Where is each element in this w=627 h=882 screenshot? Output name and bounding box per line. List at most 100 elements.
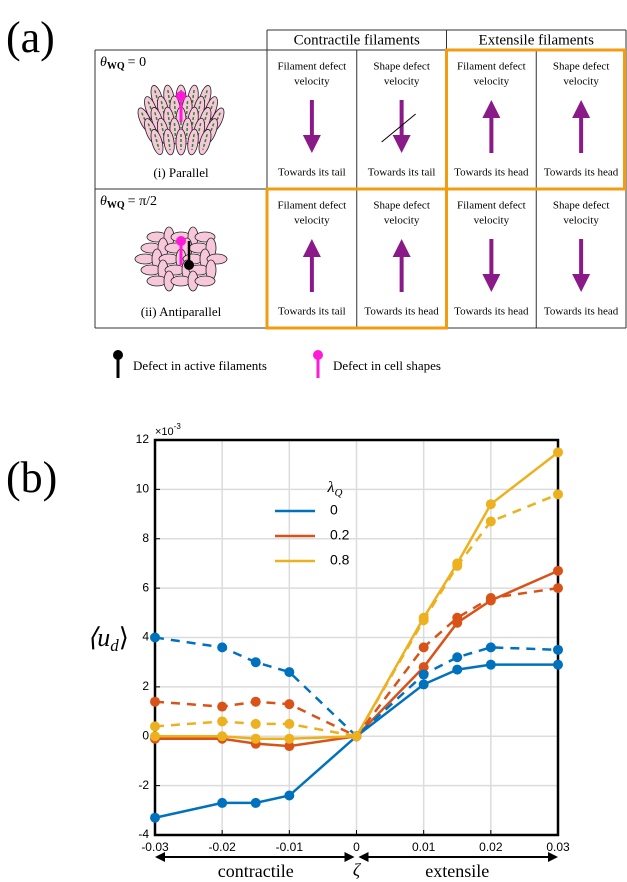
data-point (150, 697, 160, 707)
angle-label: θWQ= 0 (100, 55, 146, 72)
x-tick-label: -0.01 (276, 840, 304, 854)
velocity-arrow-head (482, 100, 500, 118)
data-point (217, 798, 227, 808)
legend-label: 0 (330, 502, 338, 518)
y-tick-label: 6 (142, 580, 149, 594)
velocity-arrow-head (572, 100, 590, 118)
legend-title-main: λ (327, 479, 335, 496)
x-tick-label: 0.03 (546, 840, 570, 854)
cell-title: Shape defect (373, 200, 430, 212)
row-caption: (ii) Antiparallel (141, 304, 222, 319)
data-point (251, 798, 261, 808)
panel-label: (a) (6, 13, 55, 62)
cell-title: Filament defect (457, 61, 526, 73)
column-header: Extensile filaments (479, 32, 595, 48)
y-tick-label: 4 (142, 630, 149, 644)
data-point (452, 561, 462, 571)
data-point (553, 447, 563, 457)
table: Contractile filaments Extensile filaments… (95, 30, 626, 378)
cell-note: Towards its tail (368, 167, 436, 179)
velocity-arrow-head (393, 135, 411, 153)
y-exponent: ×10-3 (155, 422, 181, 438)
y-label-main: ⟨u (87, 623, 110, 652)
legend-label: 0.8 (330, 552, 350, 568)
angle-subscript: WQ (107, 200, 125, 211)
data-point (553, 583, 563, 593)
cell-title: Filament defect (278, 200, 347, 212)
data-point (452, 652, 462, 662)
cell-title: Shape defect (553, 61, 610, 73)
legend-title: λQ (327, 479, 343, 499)
velocity-arrow-head (572, 274, 590, 292)
angle-subscript: WQ (107, 61, 125, 72)
x-tick-label: 0.01 (412, 840, 436, 854)
data-point (284, 719, 294, 729)
y-axis-label: ⟨ud⟩ (87, 623, 129, 655)
page: { "panel_a": { "label": "(a)", "header":… (0, 0, 627, 882)
y-exponent-base: ×10 (155, 426, 174, 438)
legend-label: Defect in active filaments (133, 358, 267, 373)
cell-title: velocity (294, 215, 330, 227)
data-point (486, 499, 496, 509)
data-point (217, 731, 227, 741)
x-tick-label: -0.03 (141, 840, 169, 854)
column-header: Contractile filaments (294, 32, 420, 48)
data-point (419, 642, 429, 652)
legend-label: 0.2 (330, 527, 350, 543)
y-tick-label: -2 (138, 778, 149, 792)
data-point (284, 734, 294, 744)
data-point (217, 716, 227, 726)
cell-note: Towards its tail (278, 167, 346, 179)
data-point (251, 657, 261, 667)
data-point (251, 697, 261, 707)
cell-title: velocity (384, 215, 420, 227)
y-tick-label: -4 (138, 827, 149, 841)
data-point (553, 645, 563, 655)
cell-note: Towards its head (544, 306, 619, 318)
y-tick-label: 8 (142, 531, 149, 545)
data-point (553, 489, 563, 499)
data-point (150, 721, 160, 731)
legend-pin (113, 350, 123, 360)
x-tick-label: 0 (353, 840, 360, 854)
cell-cartoon (135, 84, 227, 156)
cell-title: velocity (294, 76, 330, 88)
y-label-close: ⟩ (119, 623, 129, 652)
data-point (553, 566, 563, 576)
data-point (419, 679, 429, 689)
data-point (251, 719, 261, 729)
cell-note: Towards its head (544, 167, 619, 179)
data-point (419, 615, 429, 625)
data-point (251, 734, 261, 744)
cell-note: Towards its head (454, 167, 529, 179)
velocity-arrow-head (393, 239, 411, 257)
angle-value: = 0 (128, 55, 146, 70)
data-point (486, 642, 496, 652)
axis-note: extensile (425, 861, 489, 881)
legend-label: Defect in cell shapes (333, 358, 441, 373)
data-point (284, 699, 294, 709)
data-point (217, 642, 227, 652)
data-point (352, 731, 362, 741)
cell-title: Shape defect (553, 200, 610, 212)
angle-label: θWQ= π/2 (100, 194, 157, 211)
data-point (486, 593, 496, 603)
cell-title: velocity (384, 76, 420, 88)
data-point (284, 791, 294, 801)
y-tick-label: 2 (142, 679, 149, 693)
cell-title: velocity (474, 215, 510, 227)
legend-title-sub: Q (334, 487, 342, 499)
shape-defect (176, 236, 186, 246)
cell-title: velocity (474, 76, 510, 88)
x-tick-label: 0.02 (479, 840, 503, 854)
panel-label: (b) (6, 453, 57, 502)
cell-note: Towards its head (454, 306, 529, 318)
data-point (486, 516, 496, 526)
data-point (553, 660, 563, 670)
filament-defect (184, 260, 194, 270)
data-point (452, 665, 462, 675)
data-point (486, 660, 496, 670)
data-point (217, 702, 227, 712)
axis-note: ζ (353, 860, 362, 880)
